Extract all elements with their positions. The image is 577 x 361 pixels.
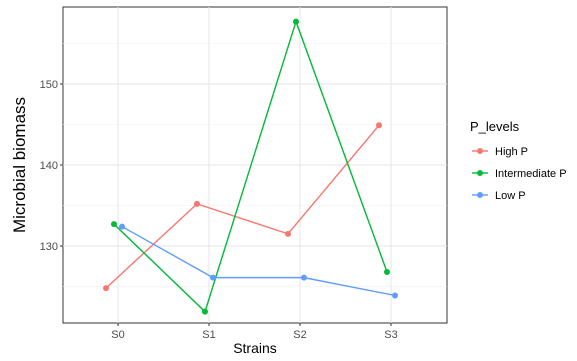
axis-layer: 130 140 150 S0 S1 S2 S3 [40,79,398,341]
data-point-intermediate-p [202,308,208,315]
legend-label-low-p: Low P [495,190,526,202]
series-line-high-p [105,124,380,289]
x-tick-label: S1 [202,329,215,341]
data-point-intermediate-p [111,221,117,228]
data-point-intermediate-p [384,268,390,275]
x-axis-title: Strains [233,340,277,356]
data-point-high-p [376,122,382,129]
data-point-intermediate-p [293,18,299,25]
data-point-low-p [210,274,216,281]
grid-layer [63,7,447,323]
y-tick-label: 140 [40,160,58,172]
series-line-intermediate-p [113,19,388,313]
x-tick-label: S0 [111,329,124,341]
y-axis-title: Microbial biomass [10,97,29,233]
data-point-low-p [301,274,307,281]
series-layer [103,18,398,315]
legend-key-point-low-p [477,192,483,198]
data-point-high-p [285,230,291,237]
data-point-low-p [392,292,398,299]
data-point-high-p [194,200,200,207]
data-point-low-p [119,223,125,230]
legend: P_levels High P Intermediate P Low P [470,119,567,202]
y-tick-label: 150 [40,79,58,91]
x-tick-label: S2 [293,329,306,341]
y-tick-label: 130 [40,241,58,253]
legend-key-point-intermediate-p [477,170,483,176]
legend-title: P_levels [470,119,520,134]
legend-label-intermediate-p: Intermediate P [495,168,567,180]
series-line-low-p [121,225,396,297]
legend-label-high-p: High P [495,146,528,158]
x-tick-label: S3 [384,329,397,341]
data-point-high-p [103,285,109,292]
legend-key-point-high-p [477,148,483,154]
